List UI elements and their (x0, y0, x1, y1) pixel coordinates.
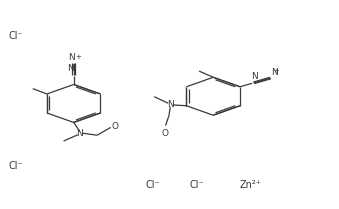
Text: Cl⁻: Cl⁻ (8, 161, 23, 171)
Text: Cl⁻: Cl⁻ (190, 180, 204, 190)
Text: N: N (76, 129, 83, 138)
Text: Cl⁻: Cl⁻ (146, 180, 161, 190)
Text: N: N (167, 100, 174, 110)
Text: O: O (112, 122, 119, 131)
Text: N: N (67, 64, 74, 73)
Text: N: N (271, 68, 278, 77)
Text: Cl⁻: Cl⁻ (8, 31, 23, 41)
Text: O: O (161, 129, 168, 138)
Text: N: N (68, 54, 75, 62)
Text: +: + (274, 68, 279, 74)
Text: +: + (76, 54, 81, 60)
Text: Zn²⁺: Zn²⁺ (240, 180, 262, 190)
Text: N: N (251, 72, 257, 81)
